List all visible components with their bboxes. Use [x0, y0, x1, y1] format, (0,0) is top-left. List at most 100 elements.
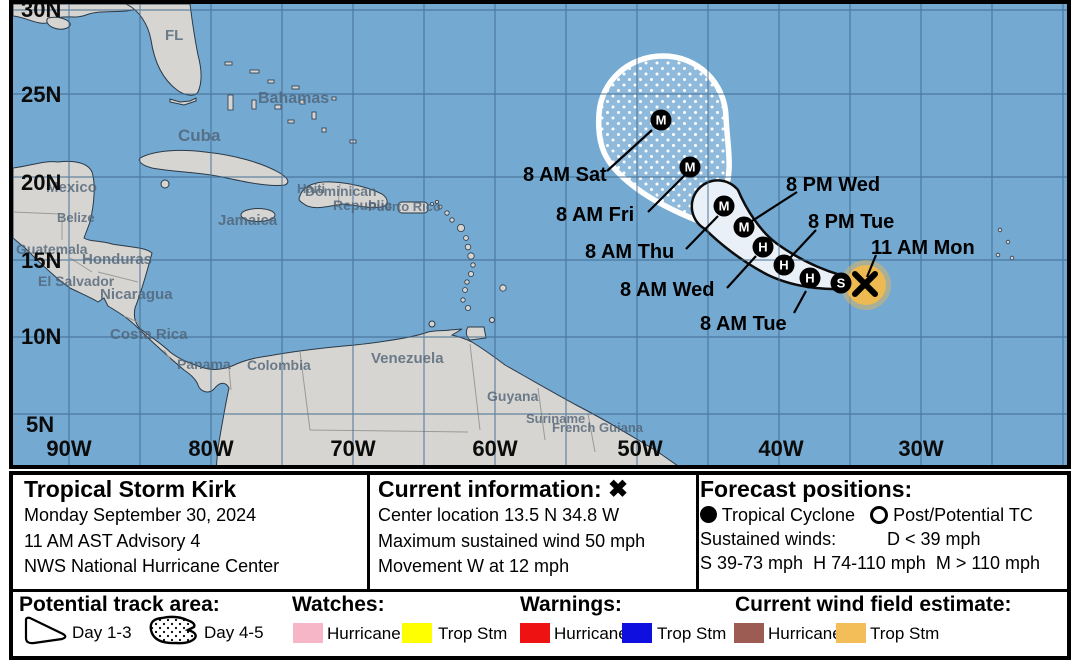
forecast-positions-heading: Forecast positions:	[700, 476, 913, 502]
tropical-cyclone-icon	[700, 506, 717, 523]
warnings-heading: Warnings:	[520, 593, 622, 616]
margarita	[428, 320, 436, 328]
florida-keys	[169, 97, 197, 106]
time-label-8am-fri: 8 AM Fri	[556, 204, 634, 226]
forecast-points: S H H H M M M M	[650, 109, 852, 294]
movement: Movement W at 12 mph	[378, 556, 570, 576]
lat-5n: 5N	[26, 412, 54, 437]
time-label-8am-wed: 8 AM Wed	[620, 279, 714, 301]
watch-tropstm-label: Trop Stm	[438, 624, 508, 643]
label-nicaragua: Nicaragua	[100, 286, 173, 303]
lon-50w: 50W	[617, 436, 662, 461]
wind-field-heading: Current wind field estimate:	[735, 593, 1012, 616]
wind-field-hurricane-label: Hurricane	[768, 624, 842, 643]
point-8am-wed	[752, 236, 774, 258]
label-panama: Panama	[177, 356, 231, 372]
storm-title: Tropical Storm Kirk	[24, 476, 237, 502]
time-label-11am-mon: 11 AM Mon	[871, 237, 975, 259]
wind-field-tropstm-swatch	[836, 623, 866, 643]
current-position-x-icon	[852, 271, 878, 297]
gridlines	[13, 4, 1067, 465]
day4-5-cone-icon	[149, 615, 197, 645]
day1-3-label: Day 1-3	[72, 623, 132, 642]
potential-track-area-heading: Potential track area:	[19, 593, 220, 616]
label-guyana: Guyana	[487, 388, 539, 404]
label-honduras: Honduras	[82, 251, 152, 268]
lesser-antilles-islands	[429, 199, 507, 311]
day4-5-label: Day 4-5	[204, 623, 264, 642]
label-haiti: Haiti	[297, 181, 325, 196]
landmasses	[12, 3, 681, 471]
point-8am-sat	[650, 109, 672, 131]
point-8pm-mon	[830, 272, 852, 294]
us-gulf-coast	[12, 3, 141, 24]
warning-hurricane-label: Hurricane	[554, 624, 628, 643]
point-8pm-tue	[773, 254, 795, 276]
label-bahamas: Bahamas	[258, 90, 329, 107]
point-letter: S	[837, 276, 846, 291]
sustained-winds-line: Sustained winds: D < 39 mph	[700, 527, 1040, 551]
label-republic: Republic	[333, 197, 392, 213]
panel-divider-1	[367, 475, 370, 589]
label-dominican: Dominican	[305, 183, 377, 199]
label-colombia: Colombia	[247, 357, 311, 373]
lat-10n: 10N	[21, 324, 61, 349]
storm-agency: NWS National Hurricane Center	[24, 556, 280, 576]
point-8am-thu	[713, 195, 735, 217]
lon-70w: 70W	[330, 436, 375, 461]
post-potential-tc-label: Post/Potential TC	[893, 505, 1033, 525]
label-mexico: Mexico	[46, 179, 97, 196]
current-info-heading: Current information: ✖	[378, 476, 645, 503]
wind-categories-line: S 39-73 mph H 74-110 mph M > 110 mph	[700, 551, 1040, 575]
point-letter: M	[719, 199, 730, 214]
florida	[125, 3, 202, 96]
label-belize: Belize	[57, 210, 95, 225]
tropical-cyclone-label: Tropical Cyclone	[721, 505, 856, 525]
time-label-8am-sat: 8 AM Sat	[523, 164, 607, 186]
hispaniola	[298, 181, 388, 209]
wind-category-d: D < 39 mph	[887, 529, 981, 549]
watch-hurricane-swatch	[293, 623, 323, 643]
leader-lines	[606, 129, 878, 314]
current-info-section: Current information: ✖ Center location 1…	[378, 476, 645, 580]
current-position-x-icon: ✖	[608, 476, 629, 503]
trinidad	[465, 326, 487, 341]
label-suriname: Suriname	[526, 411, 585, 426]
jamaica-island	[240, 208, 276, 222]
label-florida: FL	[165, 27, 183, 44]
country-borders	[12, 183, 596, 453]
storm-advisory: 11 AM AST Advisory 4	[24, 530, 201, 551]
puerto-rico-island	[397, 201, 429, 214]
label-jamaica: Jamaica	[218, 212, 278, 229]
watches-heading: Watches:	[292, 593, 385, 616]
cape-verde-islands	[995, 227, 1015, 261]
label-french-guiana: French Guiana	[552, 420, 644, 435]
mississippi-delta	[46, 16, 71, 30]
storm-info-section: Tropical Storm Kirk Monday September 30,…	[24, 476, 279, 580]
current-info-heading-text: Current information:	[378, 476, 602, 502]
point-letter: M	[685, 160, 696, 175]
isle-of-youth	[160, 179, 170, 189]
point-letter: H	[779, 258, 788, 273]
point-8pm-wed	[733, 216, 755, 238]
watch-hurricane-label: Hurricane	[327, 624, 401, 643]
wind-category-m: M > 110 mph	[935, 553, 1041, 573]
wind-category-h: H 74-110 mph	[813, 553, 926, 573]
lon-60w: 60W	[472, 436, 517, 461]
panel-divider-horizontal	[13, 589, 1067, 592]
info-panel: Tropical Storm Kirk Monday September 30,…	[9, 471, 1071, 660]
wind-category-s: S 39-73 mph	[700, 553, 804, 573]
label-puerto-rico: Puerto Rico	[368, 199, 441, 214]
day1-3-cone-icon	[24, 616, 67, 645]
map-canvas: FL Bahamas Cuba Mexico Belize Guatemala …	[12, 0, 1067, 471]
lat-30n: 30N	[21, 4, 61, 22]
lon-40w: 40W	[758, 436, 803, 461]
warning-tropstm-swatch	[622, 623, 652, 643]
forecast-symbols-line: Tropical Cyclone Post/Potential TC	[700, 503, 1040, 527]
time-label-8am-tue: 8 AM Tue	[700, 313, 787, 335]
tobago	[489, 317, 495, 323]
cone-day1-3	[690, 179, 864, 291]
point-letter: H	[805, 271, 814, 286]
warning-hurricane-swatch	[520, 623, 550, 643]
label-venezuela: Venezuela	[371, 350, 444, 367]
